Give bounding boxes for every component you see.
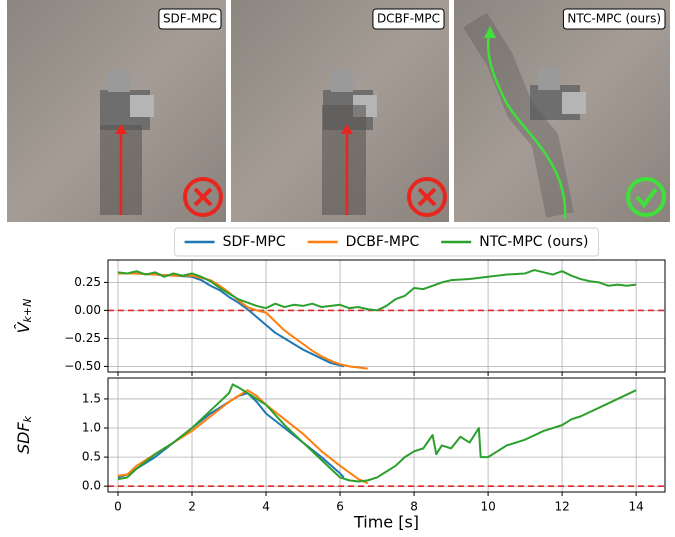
y-tick-label: 1.0 — [82, 421, 101, 435]
y-axis-label-subscript: k — [21, 415, 34, 422]
series-line — [117, 383, 637, 483]
y-axis-label-subscript: k+N — [21, 299, 34, 323]
series-line — [117, 272, 345, 368]
legend-label: SDF-MPC — [223, 234, 286, 250]
plot-area — [108, 383, 665, 487]
photo-panel — [7, 0, 226, 222]
y-axis-label-main: V̂ — [14, 321, 33, 333]
x-tick-label: 2 — [188, 500, 196, 514]
x-tick-label: 10 — [480, 500, 495, 514]
panel-label-box — [158, 8, 222, 30]
x-tick-label: 0 — [114, 500, 122, 514]
series-line — [117, 272, 368, 370]
x-tick-label: 8 — [410, 500, 418, 514]
y-tick-label: 0.00 — [74, 303, 101, 317]
panel-label: NTC-MPC (ours) — [567, 12, 661, 26]
plot-area — [108, 269, 665, 370]
series-line — [117, 269, 637, 312]
panel-label: DCBF-MPC — [377, 12, 440, 26]
x-tick-label: 6 — [336, 500, 344, 514]
y-tick-label: 0.0 — [82, 479, 101, 493]
panel-label: SDF-MPC — [163, 12, 217, 26]
axes-frame — [107, 259, 666, 373]
y-axis-label: V̂k+N — [14, 299, 35, 334]
x-tick-label: 12 — [554, 500, 569, 514]
panel-label-box — [562, 8, 666, 30]
y-tick-label: 0.25 — [74, 275, 101, 289]
x-axis-label: Time [s] — [353, 513, 419, 532]
legend-label: DCBF-MPC — [346, 234, 420, 250]
y-tick-label: −0.25 — [64, 331, 101, 345]
legend-label: NTC-MPC (ours) — [479, 234, 588, 250]
y-tick-label: 0.5 — [82, 450, 101, 464]
photo-panel — [231, 0, 449, 222]
photo-panel — [454, 0, 670, 222]
y-tick-label: 1.5 — [82, 391, 101, 405]
x-tick-label: 14 — [628, 500, 643, 514]
x-tick-label: 4 — [262, 500, 270, 514]
y-axis-label-main: SDF — [14, 422, 33, 454]
y-tick-label: −0.50 — [64, 359, 101, 373]
y-axis-label: SDFk — [14, 415, 35, 454]
panel-label-box — [372, 8, 445, 30]
legend-frame — [174, 227, 599, 257]
axes-frame — [107, 377, 666, 493]
series-line — [117, 392, 345, 479]
